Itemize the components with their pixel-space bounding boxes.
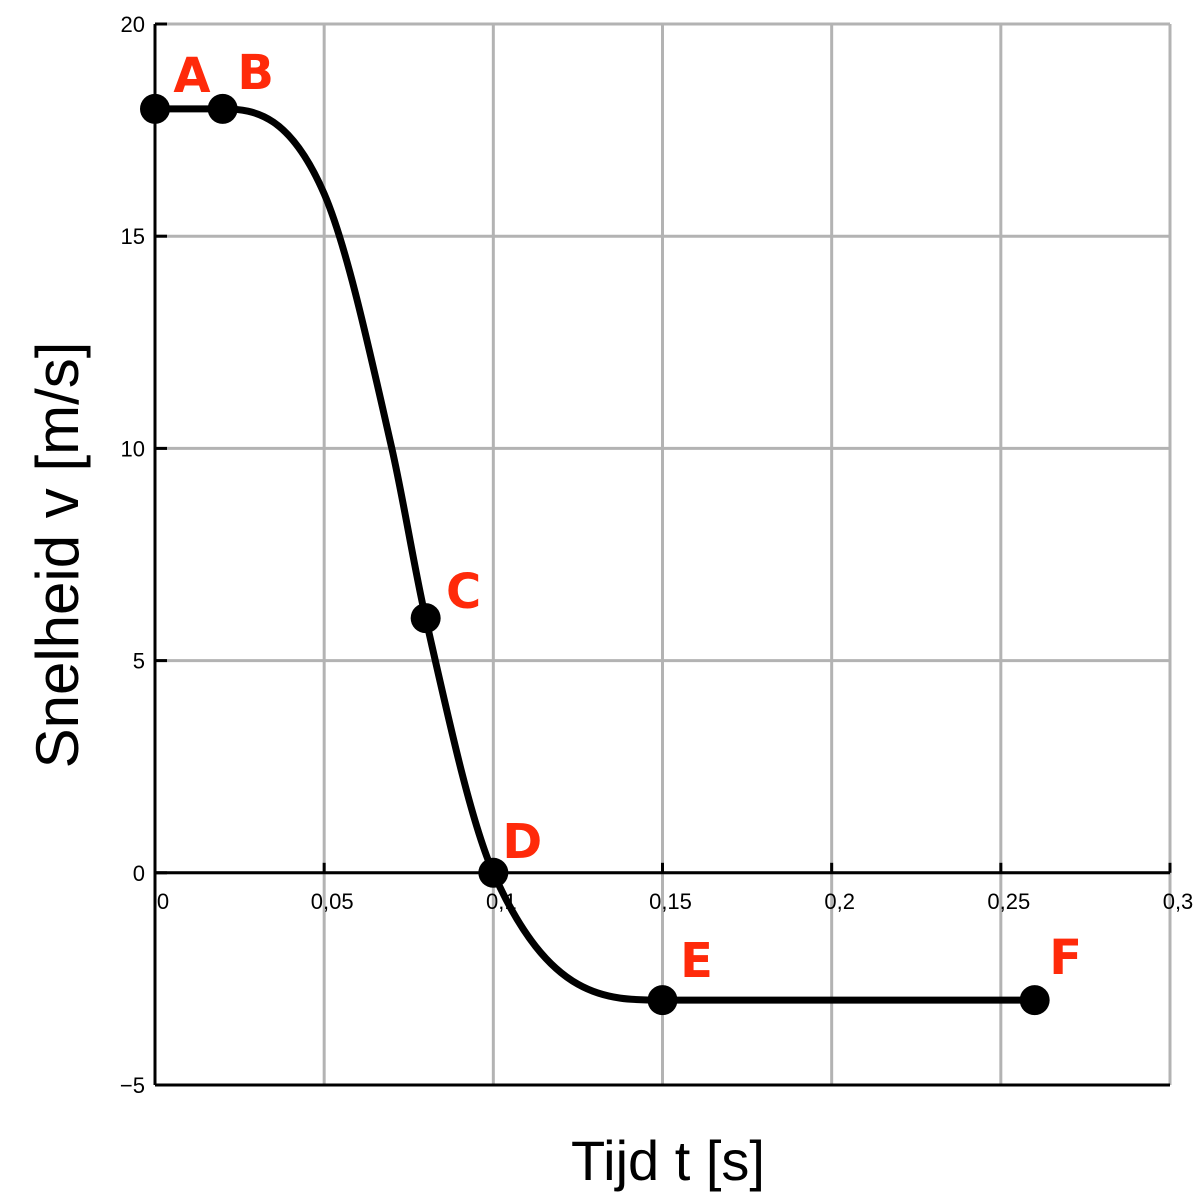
point-c-marker bbox=[410, 603, 441, 634]
x-tick-label: 0,15 bbox=[649, 889, 692, 914]
data-points: A B C D E F bbox=[140, 45, 1082, 1016]
point-d-marker bbox=[478, 857, 509, 888]
point-a-marker bbox=[140, 93, 170, 124]
y-tick-label: 15 bbox=[121, 224, 145, 249]
point-c-label: C bbox=[446, 564, 481, 620]
x-tick-label: 0 bbox=[157, 889, 169, 914]
y-tick-label: 10 bbox=[121, 436, 145, 461]
x-tick-label: 0,25 bbox=[987, 889, 1030, 914]
x-axis-title: Tijd t [s] bbox=[571, 1129, 765, 1192]
x-tick-label: 0,2 bbox=[824, 889, 855, 914]
point-e-marker bbox=[647, 985, 678, 1016]
point-b-label: B bbox=[237, 45, 274, 101]
x-tick-label: 0,3 bbox=[1163, 889, 1194, 914]
y-axis-title: Snelheid v [m/s] bbox=[24, 342, 91, 769]
point-b-marker bbox=[207, 93, 238, 124]
point-d-label: D bbox=[502, 814, 542, 870]
series bbox=[151, 105, 1039, 1004]
point-f-label: F bbox=[1049, 930, 1082, 986]
y-tick-label: 5 bbox=[133, 649, 145, 674]
series-line-0 bbox=[151, 105, 1039, 1004]
point-f-marker bbox=[1019, 985, 1050, 1016]
y-tick-label: 20 bbox=[121, 12, 145, 37]
grid bbox=[155, 22, 1172, 1085]
x-tick-label: 0,05 bbox=[311, 889, 354, 914]
point-e-label: E bbox=[680, 933, 713, 989]
axis-titles: Tijd t [s] Snelheid v [m/s] bbox=[24, 342, 765, 1192]
y-tick-label: −5 bbox=[120, 1073, 145, 1098]
y-tick-label: 0 bbox=[133, 861, 145, 886]
point-a-label: A bbox=[173, 48, 210, 104]
